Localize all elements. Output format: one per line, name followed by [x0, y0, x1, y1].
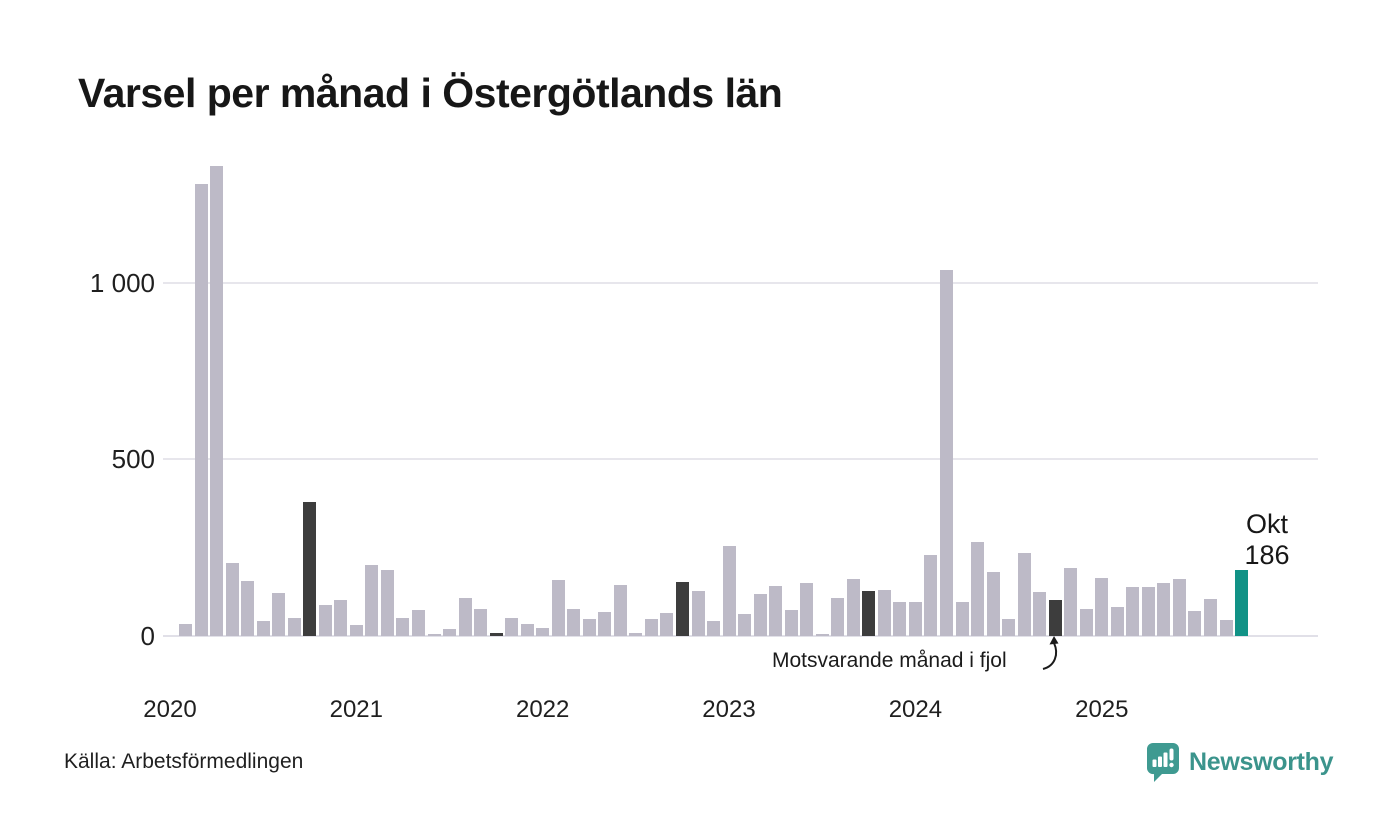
- bar-2023-07: [815, 633, 829, 636]
- bar-2020-06: [241, 581, 255, 636]
- bar-2021-10: [489, 632, 503, 636]
- bar-2023-12: [893, 602, 907, 636]
- bar-2021-08: [458, 597, 472, 636]
- x-axis-tick-label-2021: 2021: [329, 696, 383, 723]
- bar-2024-04: [955, 602, 969, 636]
- y-axis-tick-label: 1 000: [89, 267, 155, 298]
- bar-2025-05: [1157, 583, 1171, 636]
- chart-title: Varsel per månad i Östergötlands län: [78, 70, 783, 116]
- bar-2024-02: [924, 554, 938, 636]
- gridline-0: [163, 635, 1318, 637]
- bar-2023-03: [753, 593, 767, 636]
- bar-2020-10: [303, 501, 317, 636]
- bar-2020-05: [225, 563, 239, 636]
- bar-2021-07: [443, 628, 456, 636]
- x-axis-tick-label-2025: 2025: [1075, 696, 1129, 723]
- bar-2023-02: [738, 613, 752, 636]
- bar-2025-04: [1141, 586, 1155, 636]
- bar-2024-03: [940, 270, 953, 636]
- current-month-value: 186: [1244, 540, 1290, 570]
- bar-2023-04: [769, 585, 783, 636]
- newsworthy-bubble-icon: [1146, 743, 1179, 782]
- bar-2022-08: [644, 618, 658, 636]
- x-axis-tick-label-2022: 2022: [515, 696, 570, 723]
- bar-2024-01: [908, 602, 922, 636]
- bar-2022-06: [613, 585, 627, 636]
- annotation-label: Motsvarande månad i fjol: [772, 649, 1007, 672]
- bar-2020-09: [287, 618, 301, 636]
- bar-2022-04: [582, 619, 596, 636]
- bar-2023-06: [800, 583, 814, 636]
- current-month-callout: Okt 186: [1236, 509, 1298, 571]
- x-axis-tick-label-2023: 2023: [702, 696, 756, 723]
- y-axis-tick-label: 0: [140, 621, 155, 651]
- bar-2025-01: [1095, 577, 1109, 636]
- newsworthy-logo-text: Newsworthy: [1189, 748, 1334, 776]
- bar-2020-11: [318, 605, 332, 636]
- bar-2022-10: [676, 581, 689, 636]
- source-credit: Källa: Arbetsförmedlingen: [64, 750, 304, 773]
- bar-2021-05: [411, 610, 425, 636]
- bar-2020-07: [256, 620, 270, 636]
- bar-2021-01: [349, 625, 363, 636]
- bar-2022-01: [536, 627, 550, 636]
- bar-2025-02: [1110, 607, 1124, 636]
- bar-2022-03: [567, 608, 581, 636]
- gridline-1000: [163, 281, 1318, 284]
- bar-2025-07: [1188, 611, 1202, 636]
- bar-2025-10: [1235, 570, 1248, 636]
- bar-2024-05: [971, 541, 984, 636]
- current-month-name: Okt: [1245, 509, 1288, 539]
- bar-2023-09: [846, 579, 860, 636]
- bar-2025-09: [1219, 620, 1233, 636]
- bar-2023-10: [862, 590, 876, 636]
- bar-2021-02: [365, 565, 379, 636]
- bar-2021-12: [520, 623, 534, 636]
- annotation-arrow-icon: [1042, 636, 1059, 670]
- bar-2022-11: [691, 590, 705, 636]
- bar-2023-05: [784, 610, 798, 636]
- bar-2020-04: [210, 165, 224, 636]
- bar-2020-02: [179, 624, 192, 636]
- bar-2024-11: [1064, 568, 1078, 636]
- bar-2023-11: [877, 589, 891, 636]
- bar-2024-07: [1002, 618, 1016, 636]
- bar-2025-06: [1172, 579, 1186, 636]
- bar-2021-06: [427, 633, 441, 636]
- bar-2021-03: [380, 569, 394, 636]
- bar-2021-11: [505, 618, 519, 636]
- newsworthy-logo[interactable]: Newsworthy: [1146, 742, 1334, 783]
- x-axis-tick-label-2020: 2020: [143, 696, 197, 723]
- x-axis-tick-label-2024: 2024: [888, 696, 943, 723]
- bar-2023-08: [831, 598, 845, 636]
- bar-2020-03: [194, 183, 208, 636]
- bar-2022-05: [598, 611, 612, 636]
- bar-2023-01: [722, 545, 736, 636]
- bar-2025-03: [1126, 586, 1140, 636]
- bar-2021-04: [396, 617, 410, 636]
- bar-2024-10: [1048, 599, 1062, 636]
- gridline-500: [163, 458, 1318, 461]
- y-axis-tick-label: 500: [111, 444, 155, 475]
- bar-2022-12: [707, 620, 720, 636]
- bar-2022-02: [551, 580, 565, 636]
- bar-2024-12: [1079, 608, 1093, 636]
- bar-2024-06: [986, 571, 1000, 636]
- bar-2022-07: [629, 632, 643, 636]
- bar-2025-08: [1204, 598, 1217, 636]
- bar-2022-09: [660, 613, 674, 636]
- bar-2021-09: [474, 608, 488, 636]
- bar-2020-08: [272, 592, 286, 636]
- bar-2024-09: [1033, 591, 1047, 636]
- bar-2020-12: [334, 600, 348, 636]
- bar-2024-08: [1017, 553, 1031, 636]
